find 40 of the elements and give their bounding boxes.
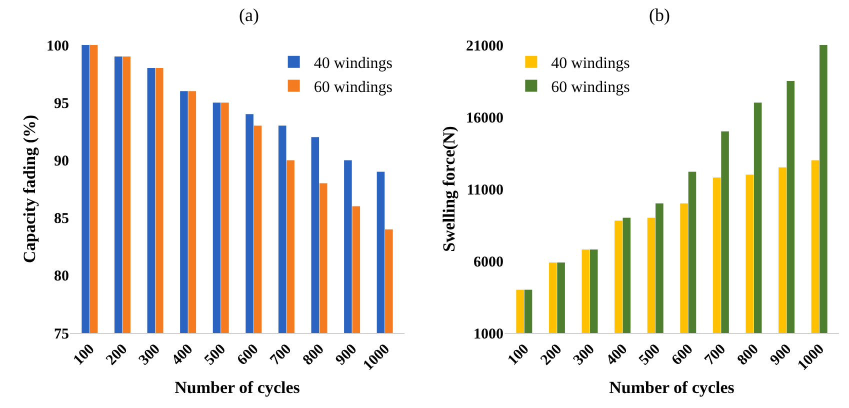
chart-title: (b)	[649, 5, 670, 25]
y-tick-label: 100	[46, 38, 69, 54]
x-tick-label: 500	[202, 341, 229, 369]
x-tick-label: 800	[734, 341, 762, 369]
x-tick-label: 500	[636, 341, 664, 369]
x-tick-label: 700	[702, 341, 730, 369]
y-tick-label: 90	[54, 153, 69, 170]
y-tick-label: 75	[54, 326, 69, 342]
x-tick-label: 900	[332, 341, 360, 369]
x-tick-label: 900	[767, 341, 795, 369]
x-tick-label: 200	[538, 341, 566, 369]
x-axis-title: Number of cycles	[174, 378, 300, 398]
y-tick-label: 95	[54, 96, 69, 112]
y-axis-title: Swelling force(N)	[440, 126, 459, 252]
x-tick-label: 300	[136, 341, 164, 369]
legend-label: 60 windings	[551, 78, 630, 96]
x-tick-label: 100	[505, 341, 532, 369]
y-tick-label: 21000	[466, 38, 504, 54]
y-tick-label: 16000	[466, 110, 504, 126]
legend-label: 40 windings	[551, 55, 630, 72]
x-axis-title: Number of cycles	[609, 378, 735, 398]
x-tick-label: 200	[103, 341, 131, 369]
x-tick-label: 600	[669, 341, 696, 369]
x-tick-label: 700	[267, 341, 295, 369]
x-tick-label: 400	[168, 341, 196, 369]
legend-label: 60 windings	[314, 78, 392, 96]
y-tick-label: 11000	[466, 182, 504, 198]
y-tick-label: 85	[54, 211, 69, 228]
y-tick-label: 1000	[473, 326, 504, 342]
x-tick-label: 600	[234, 341, 262, 369]
y-axis-title: Capacity fading (%)	[20, 114, 40, 264]
x-tick-label: 300	[570, 341, 598, 369]
y-tick-label: 80	[54, 268, 69, 285]
legend-label: 40 windings	[314, 55, 392, 72]
x-tick-label: 400	[603, 341, 631, 369]
chart-title: (a)	[239, 5, 259, 25]
x-tick-label: 1000	[360, 341, 393, 374]
x-tick-label: 1000	[794, 341, 828, 374]
y-tick-label: 6000	[473, 254, 504, 270]
x-tick-label: 800	[300, 341, 328, 369]
